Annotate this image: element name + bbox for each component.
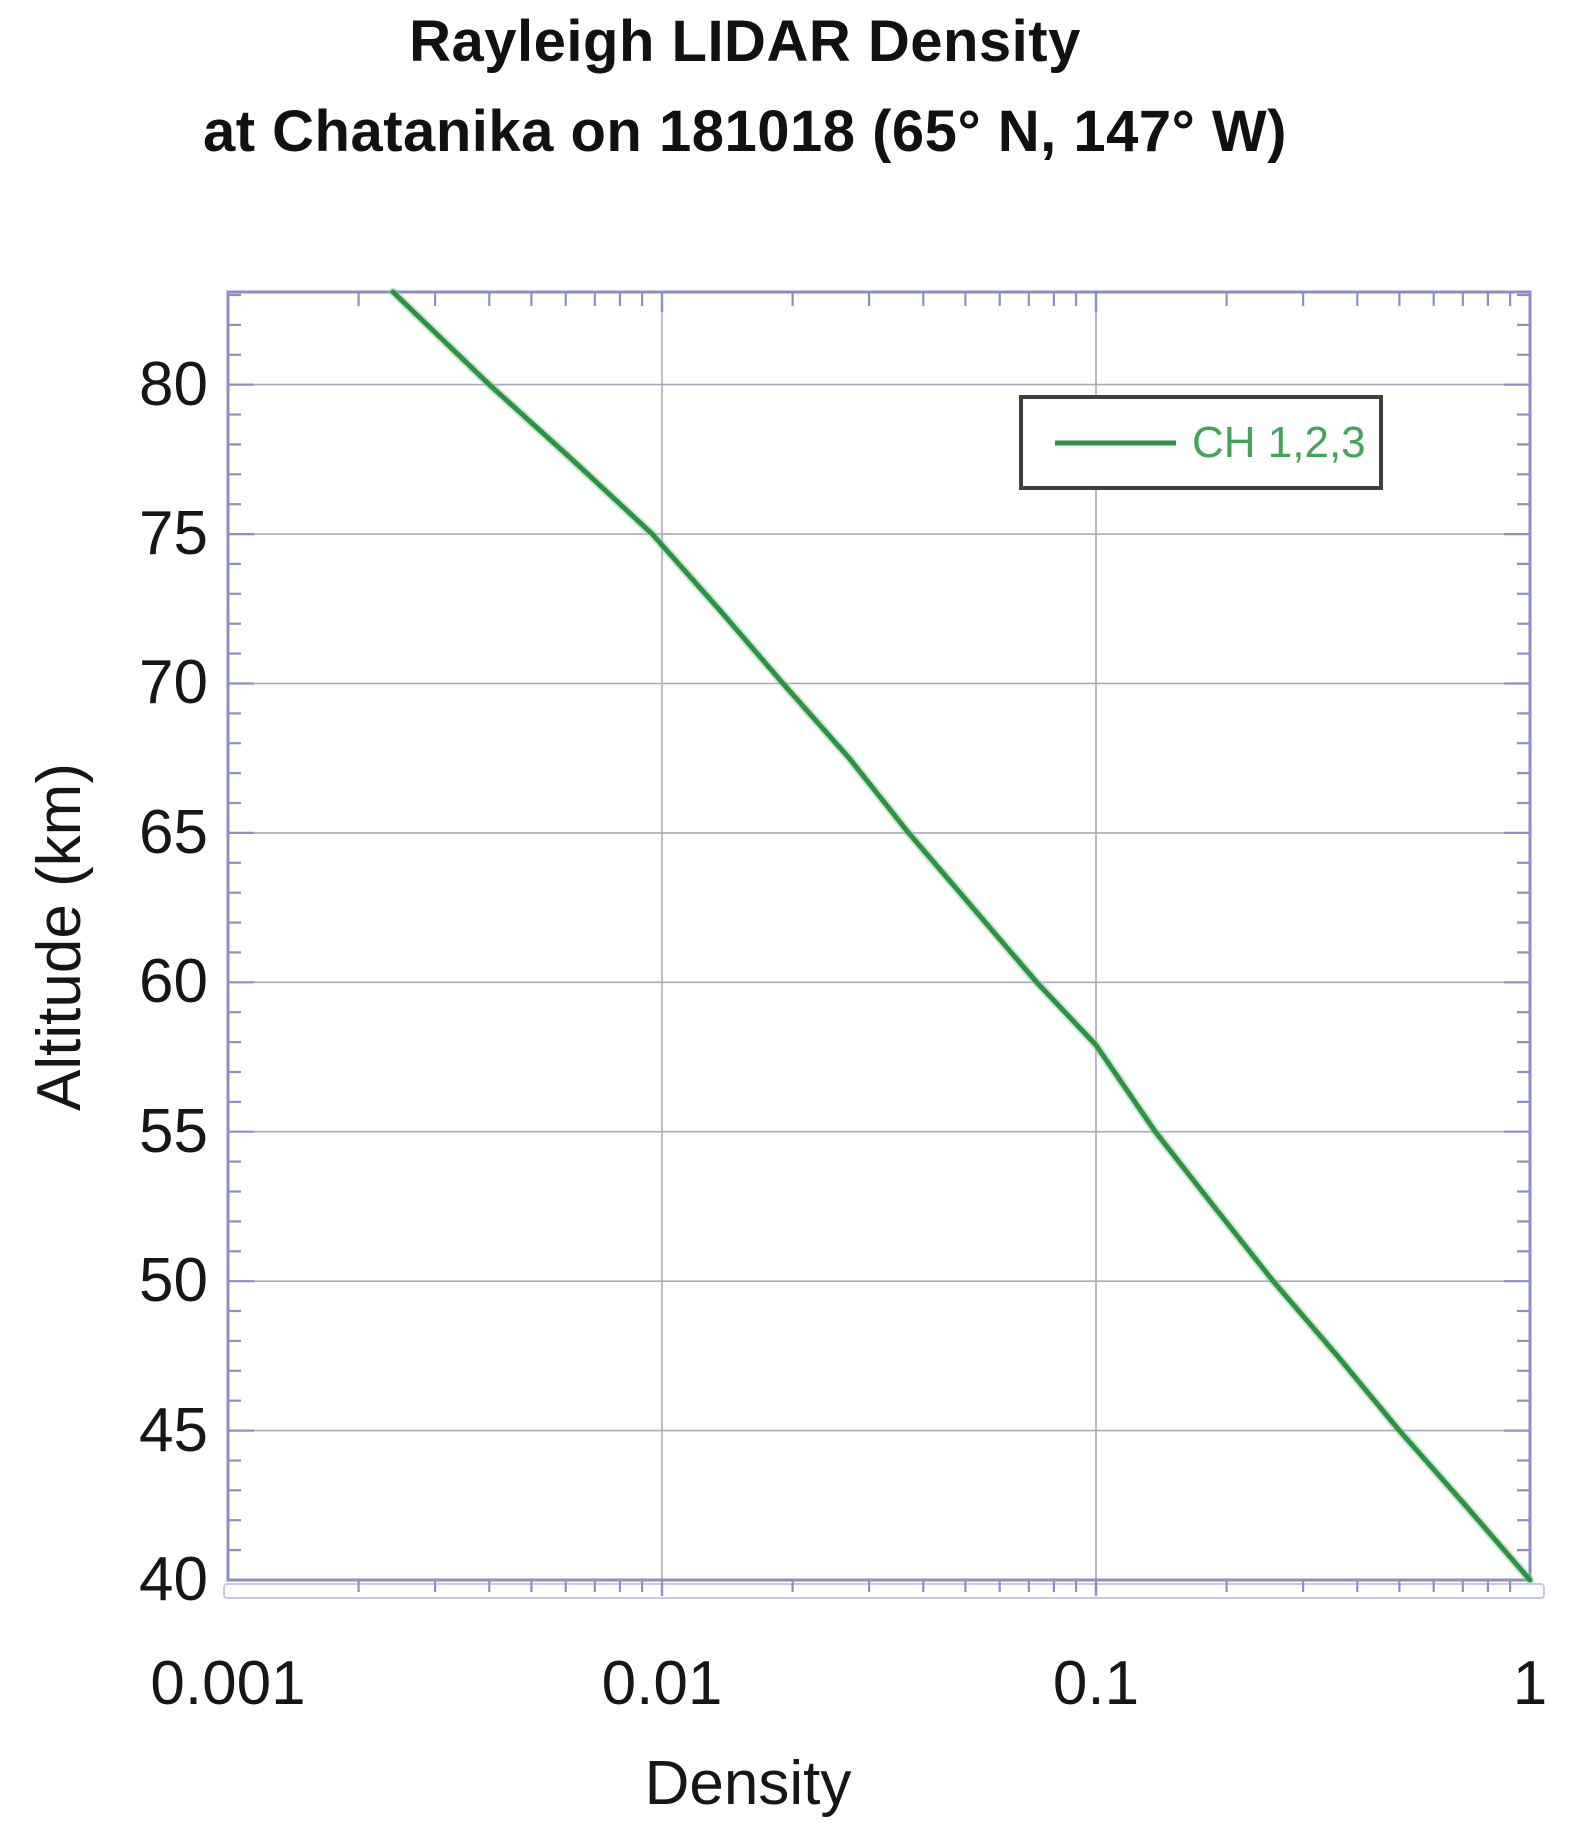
density-curve [390,289,1533,1583]
x-tick-label: 1 [1512,1649,1548,1718]
chart-title-line2: at Chatanika on 181018 (65° N, 147° W) [202,99,1287,164]
x-tick-label: 0.1 [1052,1649,1140,1718]
y-tick-label: 75 [139,499,208,569]
chart-title-line1: Rayleigh LIDAR Density [409,9,1081,74]
plot-frame [226,290,1532,1582]
legend-label: CH 1,2,3 [1192,417,1366,467]
x-axis-title: Density [644,1749,852,1818]
y-tick-label: 55 [139,1096,208,1166]
legend: CH 1,2,3 [1019,395,1383,490]
x-tick-label: 0.01 [601,1649,723,1718]
x-tick-label: 0.001 [150,1649,306,1718]
y-tick-label: 50 [139,1246,208,1316]
y-tick-label: 65 [139,797,208,867]
y-tick-label: 45 [139,1395,208,1465]
legend-line-sample [1055,440,1176,445]
y-tick-label: 70 [139,648,208,718]
y-tick-label: 60 [139,947,208,1017]
y-tick-label: 80 [139,349,208,419]
axis-underline [223,1583,1545,1599]
y-tick-label: 40 [139,1545,208,1614]
